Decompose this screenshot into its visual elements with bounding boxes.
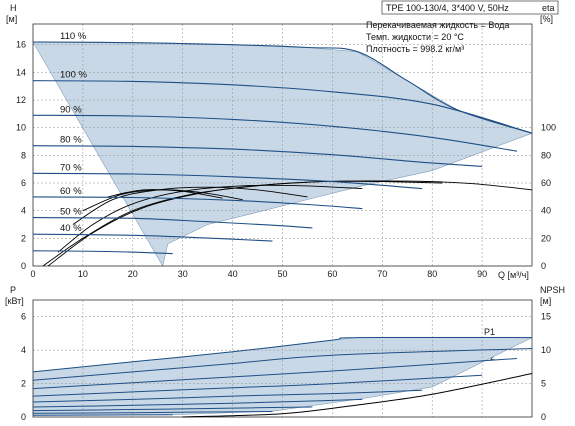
power-y-tick-label: 4 — [21, 345, 26, 355]
y-tick-label: 6 — [21, 178, 26, 188]
eta-tick-label: 100 — [541, 123, 556, 133]
power-curve — [32, 398, 363, 408]
medium-text: Перекачиваемая жидкость = Вода — [366, 20, 509, 30]
speed-curve-label: 50 % — [60, 207, 82, 218]
y-tick-label: 14 — [16, 67, 26, 77]
power-curve — [32, 411, 273, 414]
speed-curve — [32, 145, 483, 167]
y-tick-label: 2 — [21, 233, 26, 243]
speed-curve — [32, 217, 313, 229]
power-curve — [32, 374, 483, 397]
model-box — [381, 0, 559, 15]
power-axis-title: P — [10, 285, 16, 295]
y-tick-label: 16 — [16, 40, 26, 50]
speed-curve — [32, 80, 533, 134]
eta-axis-title: eta — [542, 3, 555, 13]
npsh-tick-label: 5 — [541, 379, 546, 389]
power-curve — [32, 406, 313, 412]
eta-tick-label: 0 — [541, 261, 546, 271]
npsh-curve — [182, 373, 533, 418]
speed-curve-label: 80 % — [60, 135, 82, 146]
power-y-tick-label: 6 — [21, 312, 26, 322]
speed-curve — [32, 114, 518, 152]
eta-tick-label: 60 — [541, 178, 551, 188]
y-tick-label: 12 — [16, 95, 26, 105]
x-tick-label: 30 — [178, 269, 188, 279]
speed-curve-label: 90 % — [60, 104, 82, 115]
x-tick-label: 0 — [30, 269, 35, 279]
speed-curve — [32, 196, 363, 210]
head-plot: 0 10 20 30 40 50 60 70 80 90 0 2 4 6 8 10 12 14 16 0 20 40 60 8… — [16, 23, 556, 279]
x-tick-label: 40 — [228, 269, 238, 279]
y-tick-label: 0 — [21, 261, 26, 271]
speed-curve-label: 70 % — [60, 162, 82, 173]
speed-curve-label: 100 % — [60, 70, 87, 81]
speed-curve — [32, 250, 173, 255]
temp-text: Темп. жидкости = 20 °C — [366, 32, 464, 42]
eta-tick-label: 80 — [541, 150, 551, 160]
npsh-axis-title: NPSH — [540, 285, 565, 295]
power-curve — [32, 414, 173, 416]
model-title: TPE 100-130/4, 3*400 V, 50Hz — [386, 3, 509, 13]
head-axis-unit: [м] — [6, 14, 17, 24]
y-tick-label: 8 — [21, 150, 26, 160]
y-tick-label: 10 — [16, 123, 26, 133]
npsh-tick-label: 10 — [541, 345, 551, 355]
speed-curve-label: 110 % — [60, 31, 87, 42]
speed-curve — [32, 172, 423, 190]
y-tick-label: 4 — [21, 206, 26, 216]
x-tick-label: 20 — [128, 269, 138, 279]
head-plot-frame — [32, 23, 533, 267]
head-axis-title: H — [10, 3, 17, 13]
power-plot-frame — [32, 299, 533, 418]
eta-tick-label: 40 — [541, 206, 551, 216]
npsh-tick-label: 15 — [541, 312, 551, 322]
npsh-axis-unit: [м] — [540, 296, 551, 306]
npsh-tick-label: 0 — [541, 412, 546, 422]
speed-curve — [32, 233, 273, 242]
power-curve — [32, 348, 533, 381]
x-tick-label: 10 — [78, 269, 88, 279]
efficiency-curve — [72, 186, 308, 225]
power-curve — [32, 336, 533, 373]
speed-curve-label: 60 % — [60, 186, 82, 197]
power-y-tick-label: 2 — [21, 379, 26, 389]
efficiency-curve — [107, 189, 223, 199]
x-tick-label: 80 — [427, 269, 437, 279]
series-label-p1: P1 — [484, 327, 495, 337]
power-curve — [32, 358, 518, 390]
x-tick-label: 70 — [377, 269, 387, 279]
power-y-tick-label: 0 — [21, 412, 26, 422]
eta-tick-label: 20 — [541, 233, 551, 243]
flow-axis-title: Q [м³/ч] — [498, 270, 529, 280]
power-plot: 0 2 4 6 0 5 10 15 — [21, 299, 551, 422]
x-tick-label: 60 — [327, 269, 337, 279]
x-tick-label: 50 — [277, 269, 287, 279]
speed-curve — [32, 41, 533, 134]
density-text: Плотность = 998.2 кг/м³ — [366, 44, 464, 54]
power-curve — [32, 389, 423, 403]
power-axis-unit: [кВт] — [5, 296, 24, 306]
x-tick-label: 90 — [477, 269, 487, 279]
speed-curve-label: 40 % — [60, 223, 82, 234]
eta-axis-unit: [%] — [540, 14, 553, 24]
